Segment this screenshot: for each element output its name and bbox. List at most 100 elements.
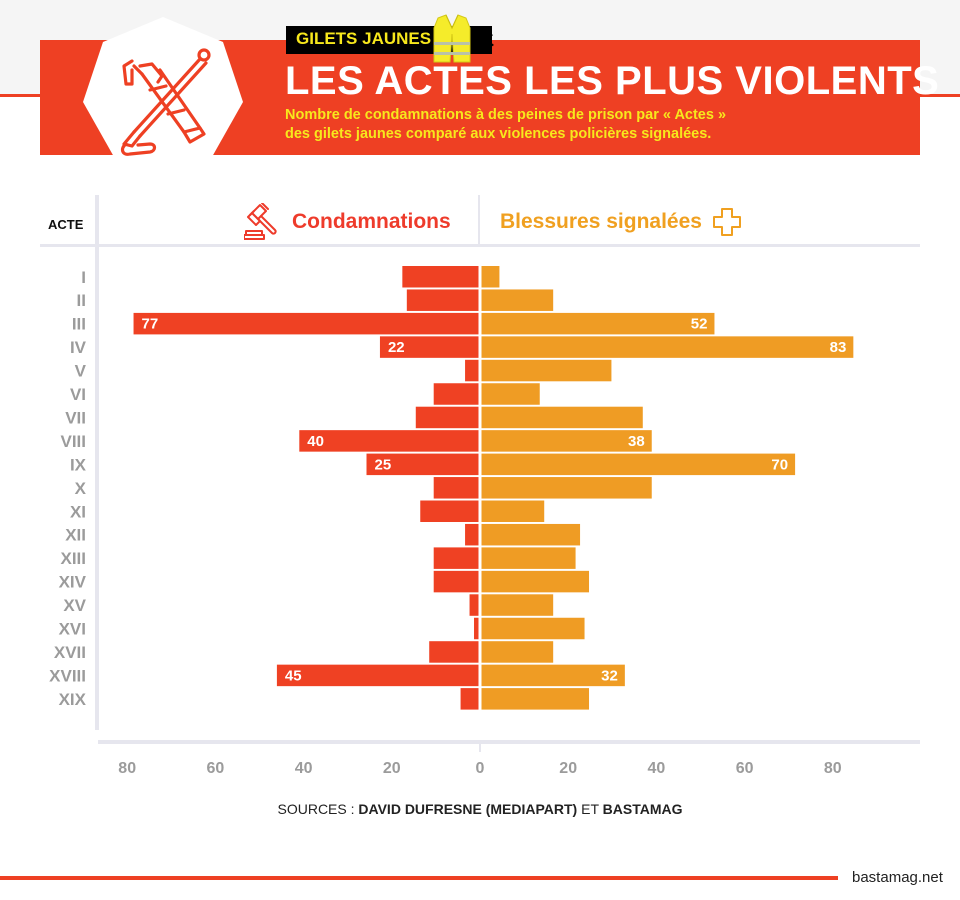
bar-blessures-XVI [481, 617, 585, 640]
source-mediapart: DAVID DUFRESNE (MEDIAPART) [358, 801, 578, 817]
subtitle-line-1: Nombre de condamnations à des peines de … [285, 107, 727, 123]
row-label-XIX: XIX [59, 690, 87, 709]
row-label-VI: VI [70, 385, 86, 404]
data-label-condamnations-XVIII: 45 [285, 667, 302, 684]
x-tick-label: 40 [295, 760, 313, 777]
bar-blessures-XIII [481, 547, 576, 569]
row-label-IV: IV [70, 338, 87, 357]
bar-blessures-X [481, 477, 652, 499]
bar-condamnations-VIII [299, 430, 479, 452]
bar-blessures-I [481, 266, 500, 288]
sources-and: ET [577, 801, 603, 817]
bar-condamnations-XIII [433, 547, 479, 569]
x-axis-zero-tick [479, 742, 481, 752]
legend-condamnations: Condamnations [292, 210, 451, 233]
data-label-condamnations-IV: 22 [388, 339, 405, 356]
legend-blessures: Blessures signalées [500, 210, 702, 233]
site-link[interactable]: bastamag.net [852, 869, 943, 886]
bar-blessures-XI [481, 500, 545, 522]
bar-condamnations-IV [379, 336, 479, 358]
footer-rule [0, 876, 838, 880]
gavel-icon [244, 203, 277, 240]
category-tag-label: GILETS JAUNES [296, 29, 432, 48]
x-axis-line [98, 740, 920, 744]
row-label-XIII: XIII [60, 549, 86, 568]
row-label-VIII: VIII [60, 432, 86, 451]
bar-blessures-VI [481, 383, 540, 405]
bar-blessures-XV [481, 594, 554, 616]
subtitle-line-2: des gilets jaunes comparé aux violences … [285, 126, 712, 142]
crossed-tools-icon [83, 17, 243, 164]
bar-condamnations-XII [465, 523, 479, 546]
header-rule-left [0, 94, 45, 97]
bar-condamnations-XVIII [276, 664, 479, 687]
row-label-XVI: XVI [59, 620, 86, 639]
header-separator [40, 244, 920, 247]
bar-blessures-VIII [481, 430, 652, 452]
data-label-blessures-IX: 70 [771, 456, 788, 473]
row-label-XI: XI [70, 502, 86, 521]
bar-condamnations-III [133, 312, 479, 335]
bar-condamnations-XVII [429, 641, 479, 663]
row-label-III: III [72, 315, 86, 334]
data-label-blessures-III: 52 [691, 316, 708, 333]
bar-blessures-IX [481, 453, 796, 476]
header-center-divider [478, 195, 480, 245]
x-tick-label: 60 [207, 760, 225, 777]
x-tick-label: 80 [824, 760, 842, 777]
x-tick-label: 40 [648, 760, 666, 777]
sources-credit: SOURCES : DAVID DUFRESNE (MEDIAPART) ET … [0, 801, 960, 817]
row-label-divider [95, 195, 99, 730]
yellow-vest-icon [433, 14, 471, 63]
bar-condamnations-VI [433, 383, 479, 405]
tag-notch [484, 26, 494, 54]
bar-condamnations-IX [366, 453, 479, 476]
column-header-acte: ACTE [48, 217, 84, 232]
row-label-X: X [75, 479, 87, 498]
row-label-I: I [81, 268, 86, 287]
bar-condamnations-I [402, 266, 479, 288]
row-label-XVII: XVII [54, 643, 86, 662]
data-label-condamnations-VIII: 40 [307, 433, 324, 450]
bar-blessures-II [481, 289, 554, 311]
bar-blessures-IV [481, 336, 854, 358]
bar-blessures-V [481, 359, 612, 382]
data-label-blessures-VIII: 38 [628, 433, 645, 450]
x-tick-label: 20 [383, 760, 401, 777]
page-subtitle: Nombre de condamnations à des peines de … [285, 106, 726, 144]
row-label-IX: IX [70, 455, 87, 474]
row-label-VII: VII [65, 408, 86, 427]
data-label-blessures-XVIII: 32 [601, 667, 618, 684]
row-label-II: II [77, 291, 86, 310]
bar-blessures-XVIII [481, 664, 625, 687]
bar-condamnations-V [465, 359, 479, 382]
row-label-XIV: XIV [59, 573, 87, 592]
sources-prefix: SOURCES : [277, 801, 359, 817]
page-title: LES ACTES LES PLUS VIOLENTS [285, 59, 940, 103]
plus-cross-icon [713, 208, 741, 236]
row-label-XII: XII [65, 526, 86, 545]
bar-condamnations-X [433, 477, 479, 499]
bar-blessures-VII [481, 406, 643, 429]
row-label-XV: XV [63, 596, 86, 615]
source-bastamag: BASTAMAG [602, 801, 683, 817]
bar-condamnations-II [406, 289, 479, 311]
bar-blessures-XIV [481, 570, 590, 593]
row-label-V: V [75, 362, 87, 381]
x-tick-label: 0 [476, 760, 485, 777]
x-tick-label: 60 [736, 760, 754, 777]
header-rule-right [915, 94, 960, 97]
bar-condamnations-VII [415, 406, 479, 429]
bar-blessures-XVII [481, 641, 554, 663]
bar-blessures-XII [481, 523, 581, 546]
bar-condamnations-XV [469, 594, 479, 616]
row-label-XVIII: XVIII [49, 666, 86, 685]
bar-blessures-III [481, 312, 715, 335]
x-tick-label: 20 [559, 760, 577, 777]
bar-condamnations-XIV [433, 570, 479, 593]
data-label-condamnations-III: 77 [142, 316, 159, 333]
bar-condamnations-XVI [474, 617, 479, 640]
x-tick-label: 80 [118, 760, 136, 777]
data-label-condamnations-IX: 25 [375, 456, 392, 473]
